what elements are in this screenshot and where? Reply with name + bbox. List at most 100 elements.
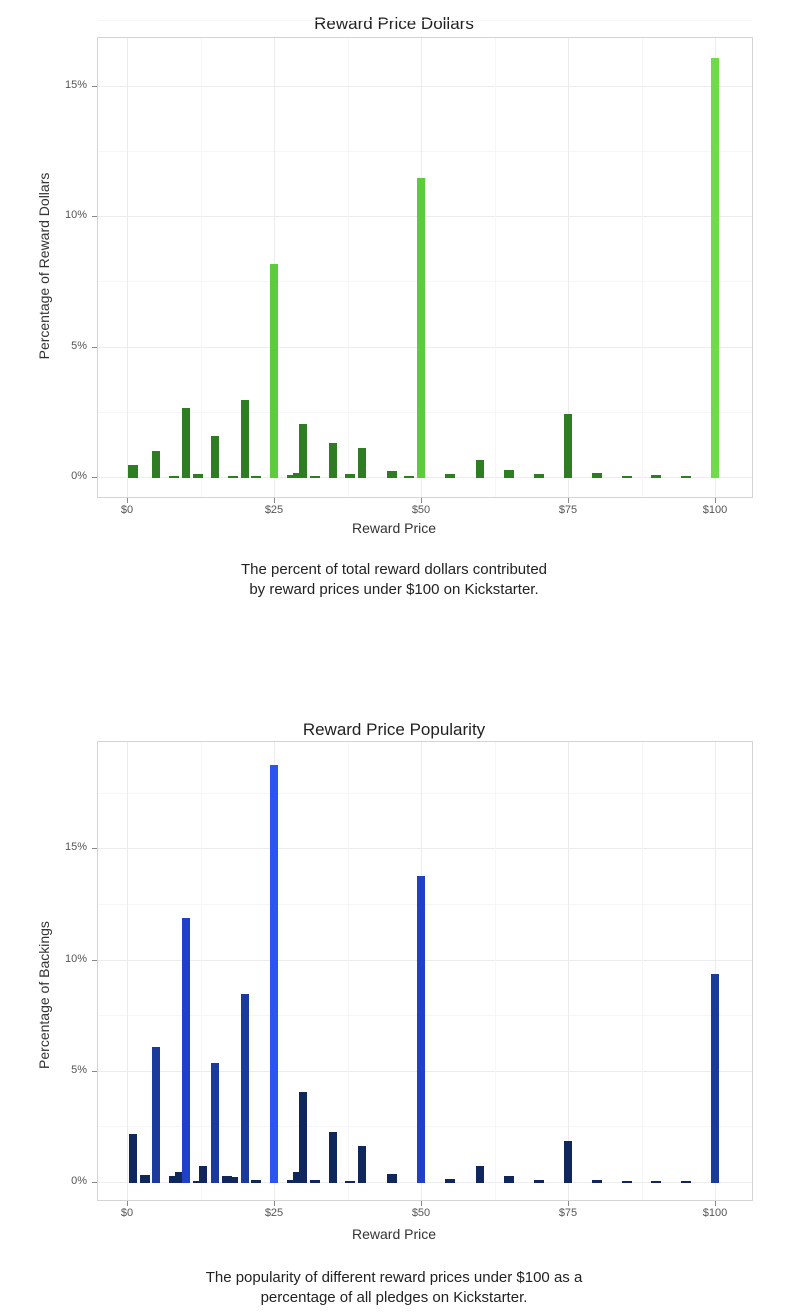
x-axis-label: Reward Price [351,1226,437,1242]
bar [504,470,515,478]
bar [711,973,719,1183]
grid-line-horizontal [98,1182,752,1183]
y-tick-label: 0% [71,470,87,482]
grid-line-minor [98,1015,752,1017]
bar [128,1134,137,1183]
grid-line-horizontal [98,477,752,478]
chart-reward-price-dollars: Reward Price Dollars 0% 5% 10% 15% $0 $25 $50 $… [0,0,788,620]
bar [533,474,544,478]
bar [169,476,180,478]
bar [651,475,662,478]
x-tick-label: $25 [264,504,284,516]
grid-line-minor [98,281,752,283]
grid-line-vertical [127,742,128,1200]
bar [310,1179,321,1183]
x-tick-label: $100 [702,504,728,516]
bar [169,1176,180,1183]
caption-line-2: percentage of all pledges on Kickstarter… [260,1289,528,1306]
x-axis-label: Reward Price [351,520,437,536]
bar [292,472,303,478]
x-tick-label: $0 [120,504,134,516]
x-tick-label: $75 [558,1207,578,1219]
bar [345,1180,356,1183]
y-tick-label: 15% [64,841,87,854]
x-tick-mark [421,1201,422,1206]
x-tick-label: $50 [411,504,431,516]
bar [299,424,308,478]
bar [386,471,397,478]
bar [270,764,278,1183]
grid-line-minor [98,1126,752,1128]
grid-line-minor [347,742,349,1200]
bar [564,1140,572,1183]
grid-line-minor [98,20,752,22]
y-tick-label: 5% [71,1063,87,1076]
chart-title: Reward Price Popularity [302,720,486,739]
bar [345,474,356,478]
bar [251,1179,262,1183]
grid-line-horizontal [98,85,752,87]
grid-line-minor [347,38,349,497]
x-tick-mark [274,1201,275,1206]
bar [251,476,262,478]
y-tick-mark [92,1182,97,1183]
bar [192,474,203,478]
bar [152,1047,161,1183]
bar [310,476,321,478]
bar [651,1181,662,1183]
bar [181,407,190,478]
bar [270,263,278,478]
caption-line-1: The percent of total reward dollars cont… [241,561,547,578]
bar [286,1179,297,1183]
grid-line-minor [200,742,202,1200]
bar [292,1171,303,1183]
bar [328,442,337,478]
chart-title: Reward Price Dollars [314,14,474,33]
x-tick-mark [715,1201,716,1206]
bar [174,1171,185,1183]
grid-line-minor [98,903,752,905]
bar [680,1181,691,1183]
x-tick-label: $75 [558,504,578,516]
bar [211,1062,220,1183]
x-tick-label: $50 [411,1207,431,1219]
grid-line-minor [641,742,643,1200]
bar [240,993,249,1183]
bar [221,1176,232,1183]
y-tick-mark [92,848,97,850]
caption: The popularity of different reward price… [0,1268,788,1308]
grid-line-minor [200,38,202,497]
x-tick-mark [568,498,569,503]
grid-line-minor [98,411,752,413]
x-tick-mark [127,498,128,503]
bar [445,1178,456,1183]
y-tick-mark [92,216,97,217]
x-tick-mark [274,498,275,503]
bar [299,1091,308,1183]
bar [211,436,220,478]
x-tick-mark [715,498,716,503]
caption: The percent of total reward dollars cont… [0,560,788,600]
y-tick-label: 10% [64,209,87,221]
bar [592,472,603,478]
bar [621,476,632,478]
y-tick-mark [92,477,97,478]
bar [592,1179,603,1183]
bar [621,1181,632,1183]
bar [227,1177,238,1183]
bar [504,1176,515,1183]
bar [181,918,190,1183]
bar [139,1175,150,1183]
y-tick-label: 0% [71,1175,87,1187]
x-tick-label: $100 [702,1207,728,1219]
y-tick-label: 10% [64,952,87,965]
bar [328,1131,337,1183]
y-tick-mark [92,346,97,348]
y-tick-label: 15% [64,78,87,91]
grid-line-minor [494,742,496,1200]
x-tick-label: $0 [120,1207,134,1219]
bar [192,1180,203,1183]
grid-line-vertical [568,742,569,1200]
caption-line-1: The popularity of different reward price… [205,1269,583,1286]
